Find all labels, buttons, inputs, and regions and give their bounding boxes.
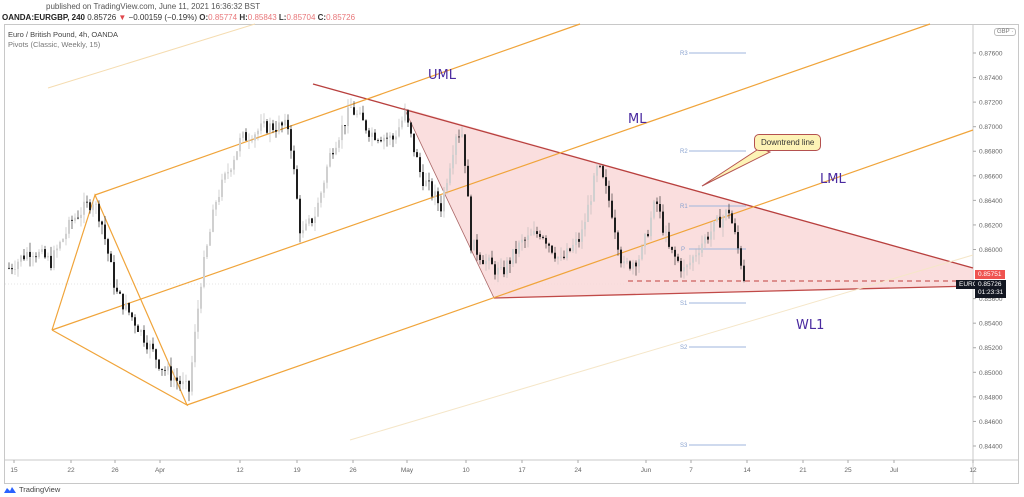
brand-text: TradingView xyxy=(19,485,61,494)
pivot-r1-label: R1 xyxy=(680,204,688,210)
time-tick-label: Apr xyxy=(155,467,166,474)
open-value: 0.85774 xyxy=(208,13,238,22)
pivot-r2-label: R2 xyxy=(680,149,688,155)
close-label: C: xyxy=(317,13,327,22)
pivot-s2-label: S2 xyxy=(680,345,688,351)
close-value: 0.85726 xyxy=(326,13,356,22)
time-tick-label: 21 xyxy=(799,467,807,474)
price-tick-label: 0.86400 xyxy=(979,198,1003,205)
time-tick-label: 10 xyxy=(462,467,470,474)
time-tick-label: Jun xyxy=(641,467,652,474)
price-tick-label: 0.87000 xyxy=(979,124,1003,131)
price-tick-label: 0.86800 xyxy=(979,149,1003,156)
chart-legend-title[interactable]: Euro / British Pound, 4h, OANDA xyxy=(8,30,119,39)
price-tick-label: 0.84800 xyxy=(979,394,1003,401)
time-tick-label: 14 xyxy=(743,467,751,474)
price-tick-label: 0.85000 xyxy=(979,370,1003,377)
chart-frame[interactable] xyxy=(4,24,1019,484)
time-tick-label: 26 xyxy=(111,467,119,474)
time-tick-label: 24 xyxy=(574,467,582,474)
current-price-tag: 0.85726 01:23:31 xyxy=(975,280,1007,298)
price-tick-label: 0.86200 xyxy=(979,222,1003,229)
price-tick-label: 0.85400 xyxy=(979,321,1003,328)
price-change: −0.00159 (−0.19%) xyxy=(128,13,198,22)
price-tick-label: 0.86600 xyxy=(979,173,1003,180)
price-tick-label: 0.84600 xyxy=(979,419,1003,426)
high-price-tag: 0.85751 xyxy=(975,270,1005,279)
price-tick-label: 0.87200 xyxy=(979,100,1003,107)
ml-label: ML xyxy=(628,112,647,127)
candlestick-series[interactable] xyxy=(8,98,745,402)
pitchfork[interactable] xyxy=(51,23,974,407)
lml-label: LML xyxy=(820,172,846,187)
price-axis[interactable]: 0.87600 0.87400 0.87200 0.87000 0.86800 0.866… xyxy=(973,51,1003,451)
time-tick-label: 7 xyxy=(689,467,693,474)
price-tick-label: 0.85600 xyxy=(979,296,1003,303)
high-label: H: xyxy=(239,13,248,22)
low-label: L: xyxy=(278,13,287,22)
triangle-pattern[interactable] xyxy=(404,108,973,298)
price-tick-label: 0.85200 xyxy=(979,345,1003,352)
wl1-label: WL1 xyxy=(796,318,825,333)
low-value: 0.85704 xyxy=(286,13,316,22)
downtrend-callout[interactable]: Downtrend line xyxy=(754,134,822,151)
price-tick-label: 0.84400 xyxy=(979,443,1003,450)
time-tick-label: 15 xyxy=(10,467,18,474)
down-arrow-icon: ▼ xyxy=(118,13,127,22)
time-tick-label: 26 xyxy=(349,467,357,474)
symbol-tag: EURGBP xyxy=(956,280,990,289)
pivot-s3-label: S3 xyxy=(680,443,688,449)
indicator-legend[interactable]: Pivots (Classic, Weekly, 15) xyxy=(8,40,101,49)
time-tick-label: 22 xyxy=(67,467,75,474)
time-axis[interactable]: 15 22 26 Apr 12 19 26 May 10 17 24 Jun 7 14 21 25 Jul 12 xyxy=(10,460,977,474)
last-price: 0.85726 xyxy=(87,13,117,22)
currency-selector[interactable]: GBP · xyxy=(994,28,1017,36)
open-label: O: xyxy=(199,13,209,22)
time-tick-label: 12 xyxy=(969,467,977,474)
time-tick-label: Jul xyxy=(890,467,899,474)
high-value: 0.85843 xyxy=(247,13,277,22)
published-line: published on TradingView.com, June 11, 2… xyxy=(46,2,261,11)
pivot-p-label: P xyxy=(681,247,685,253)
current-price: 0.85726 xyxy=(978,281,1002,288)
downtrend-line[interactable] xyxy=(312,83,974,269)
tradingview-cloud-icon xyxy=(4,486,16,493)
symbol-info-line: OANDA:EURGBP, 240 0.85726 ▼ −0.00159 (−0… xyxy=(2,13,355,22)
price-tick-label: 0.86000 xyxy=(979,247,1003,254)
time-tick-label: 19 xyxy=(293,467,301,474)
time-tick-label: 12 xyxy=(236,467,244,474)
time-tick-label: 25 xyxy=(844,467,852,474)
symbol-name[interactable]: OANDA:EURGBP, 240 xyxy=(2,13,85,22)
tradingview-brand[interactable]: TradingView xyxy=(3,485,60,494)
wl1-line[interactable] xyxy=(349,254,974,441)
time-tick-label: May xyxy=(401,467,414,474)
pivot-r3-label: R3 xyxy=(680,51,688,57)
bar-countdown: 01:23:31 xyxy=(978,289,1004,296)
uml-label: UML xyxy=(428,68,456,83)
price-tick-label: 0.87600 xyxy=(979,51,1003,58)
price-tick-label: 0.87400 xyxy=(979,75,1003,82)
time-tick-label: 17 xyxy=(518,467,526,474)
pivot-lines xyxy=(689,52,746,446)
pivot-s1-label: S1 xyxy=(680,301,688,307)
